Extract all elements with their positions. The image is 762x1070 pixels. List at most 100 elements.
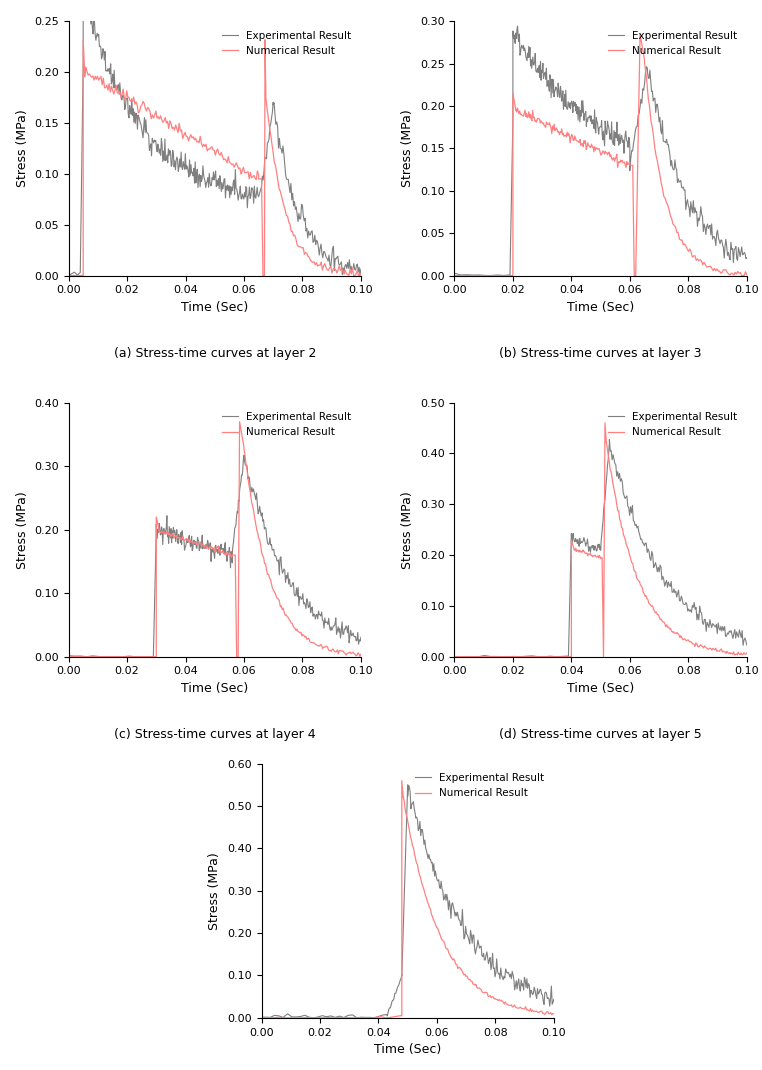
- X-axis label: Time (Sec): Time (Sec): [181, 301, 248, 314]
- Numerical Result: [620, 156, 629, 169]
- Line: Experimental Result: Experimental Result: [69, 455, 361, 657]
- Y-axis label: Stress (MPa): Stress (MPa): [402, 491, 415, 568]
- Numerical Result: [655, 610, 664, 623]
- Experimental Result: [513, 19, 522, 32]
- Experimental Result: [113, 651, 122, 663]
- Numerical Result: [257, 1011, 266, 1024]
- Experimental Result: [450, 266, 459, 279]
- Y-axis label: Stress (MPa): Stress (MPa): [402, 109, 415, 187]
- Numerical Result: [742, 269, 751, 281]
- Legend: Experimental Result, Numerical Result: Experimental Result, Numerical Result: [411, 769, 549, 802]
- Numerical Result: [395, 1009, 405, 1022]
- Numerical Result: [89, 74, 98, 87]
- Experimental Result: [82, 651, 91, 663]
- Experimental Result: [644, 542, 653, 555]
- Experimental Result: [110, 81, 120, 94]
- Numerical Result: [178, 132, 187, 144]
- Experimental Result: [386, 1002, 395, 1014]
- Numerical Result: [247, 496, 256, 509]
- Experimental Result: [257, 1011, 266, 1024]
- Line: Experimental Result: Experimental Result: [69, 0, 361, 275]
- Experimental Result: [224, 184, 233, 197]
- Numerical Result: [209, 542, 218, 555]
- Experimental Result: [600, 139, 609, 152]
- Numerical Result: [214, 545, 223, 557]
- Line: Experimental Result: Experimental Result: [454, 26, 747, 275]
- Experimental Result: [713, 224, 722, 236]
- Numerical Result: [349, 269, 358, 281]
- Experimental Result: [686, 603, 695, 616]
- Numerical Result: [604, 449, 613, 462]
- Numerical Result: [235, 415, 244, 428]
- Numerical Result: [450, 269, 459, 281]
- Numerical Result: [557, 122, 566, 135]
- Experimental Result: [600, 133, 609, 146]
- Experimental Result: [549, 993, 559, 1006]
- Numerical Result: [286, 217, 295, 230]
- Experimental Result: [610, 457, 620, 470]
- Experimental Result: [307, 225, 316, 238]
- Line: Experimental Result: Experimental Result: [454, 440, 747, 657]
- Numerical Result: [639, 585, 648, 598]
- Numerical Result: [187, 132, 197, 144]
- Text: (c) Stress-time curves at layer 4: (c) Stress-time curves at layer 4: [114, 728, 315, 740]
- Numerical Result: [357, 647, 366, 660]
- Numerical Result: [671, 626, 680, 639]
- Numerical Result: [596, 552, 605, 565]
- Numerical Result: [555, 125, 565, 138]
- Numerical Result: [570, 544, 579, 556]
- Experimental Result: [742, 639, 751, 652]
- Experimental Result: [698, 210, 707, 223]
- Experimental Result: [567, 526, 576, 539]
- Experimental Result: [309, 1011, 318, 1024]
- Experimental Result: [152, 523, 161, 536]
- Numerical Result: [506, 999, 515, 1012]
- Experimental Result: [239, 448, 248, 461]
- Numerical Result: [456, 963, 466, 976]
- X-axis label: Time (Sec): Time (Sec): [181, 682, 248, 696]
- Y-axis label: Stress (MPa): Stress (MPa): [15, 109, 28, 187]
- Experimental Result: [447, 912, 456, 924]
- Numerical Result: [226, 157, 235, 170]
- Numerical Result: [299, 628, 308, 641]
- Experimental Result: [225, 192, 234, 204]
- Experimental Result: [607, 134, 616, 147]
- Experimental Result: [187, 166, 197, 179]
- Numerical Result: [397, 775, 406, 788]
- Numerical Result: [450, 651, 459, 663]
- Numerical Result: [78, 33, 88, 46]
- X-axis label: Time (Sec): Time (Sec): [567, 682, 634, 696]
- Legend: Experimental Result, Numerical Result: Experimental Result, Numerical Result: [604, 27, 741, 60]
- Experimental Result: [421, 841, 431, 854]
- Experimental Result: [742, 251, 751, 264]
- Experimental Result: [211, 539, 220, 552]
- X-axis label: Time (Sec): Time (Sec): [374, 1043, 441, 1056]
- Numerical Result: [621, 158, 630, 171]
- Experimental Result: [64, 649, 73, 662]
- Numerical Result: [742, 646, 751, 659]
- Numerical Result: [337, 1011, 346, 1024]
- Numerical Result: [64, 269, 73, 281]
- Experimental Result: [239, 449, 248, 462]
- Experimental Result: [64, 269, 73, 281]
- Experimental Result: [585, 109, 594, 122]
- Experimental Result: [403, 779, 412, 792]
- Line: Numerical Result: Numerical Result: [69, 40, 361, 275]
- Y-axis label: Stress (MPa): Stress (MPa): [15, 491, 28, 568]
- Experimental Result: [412, 811, 421, 824]
- Numerical Result: [707, 262, 716, 275]
- Experimental Result: [107, 651, 116, 663]
- Numerical Result: [64, 651, 73, 663]
- Line: Numerical Result: Numerical Result: [261, 781, 554, 1018]
- X-axis label: Time (Sec): Time (Sec): [567, 301, 634, 314]
- Text: (b) Stress-time curves at layer 3: (b) Stress-time curves at layer 3: [499, 347, 702, 360]
- Experimental Result: [339, 1011, 348, 1024]
- Numerical Result: [152, 651, 161, 663]
- Experimental Result: [218, 542, 227, 555]
- Experimental Result: [357, 262, 366, 275]
- Experimental Result: [481, 269, 490, 281]
- Numerical Result: [617, 155, 626, 168]
- Y-axis label: Stress (MPa): Stress (MPa): [209, 852, 222, 930]
- Experimental Result: [700, 613, 709, 626]
- Numerical Result: [351, 647, 360, 660]
